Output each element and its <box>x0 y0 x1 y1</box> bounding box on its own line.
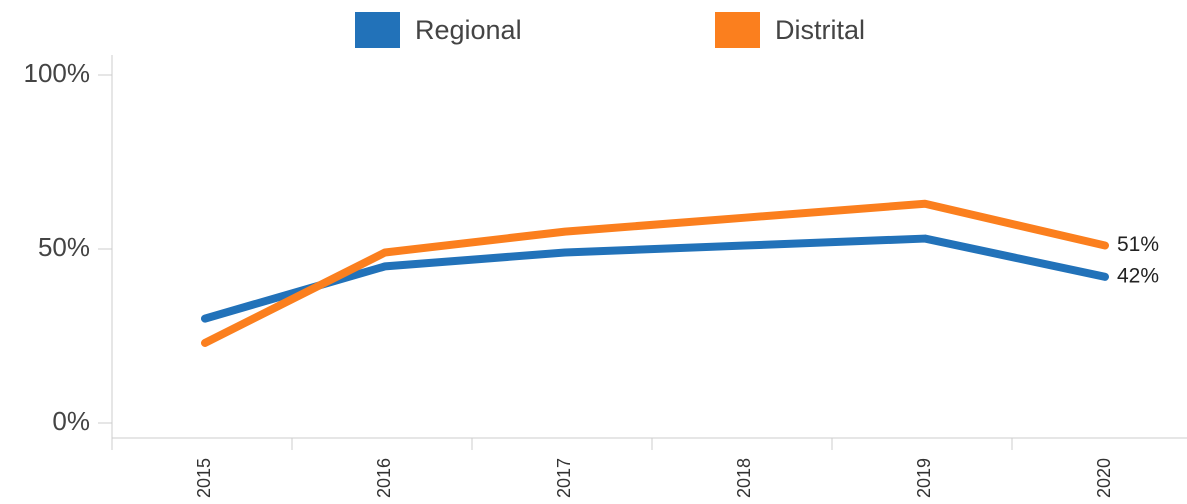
legend-swatch <box>715 12 760 48</box>
series-line <box>201 199 1109 347</box>
y-tick-label: 0% <box>52 406 90 436</box>
legend-swatch <box>355 12 400 48</box>
x-tick-label: 2017 <box>554 458 574 498</box>
data-label: 51% <box>1117 233 1159 256</box>
legend-label: Regional <box>415 15 522 45</box>
x-tick-label: 2018 <box>734 458 754 498</box>
series-line <box>201 234 1109 323</box>
x-tick-label: 2015 <box>194 458 214 498</box>
y-tick-label: 50% <box>38 232 90 262</box>
y-tick-label: 100% <box>24 58 91 88</box>
legend-label: Distrital <box>775 15 865 45</box>
data-label: 42% <box>1117 264 1159 287</box>
x-tick-label: 2019 <box>914 458 934 498</box>
x-tick-label: 2020 <box>1094 458 1114 498</box>
x-tick-label: 2016 <box>374 458 394 498</box>
